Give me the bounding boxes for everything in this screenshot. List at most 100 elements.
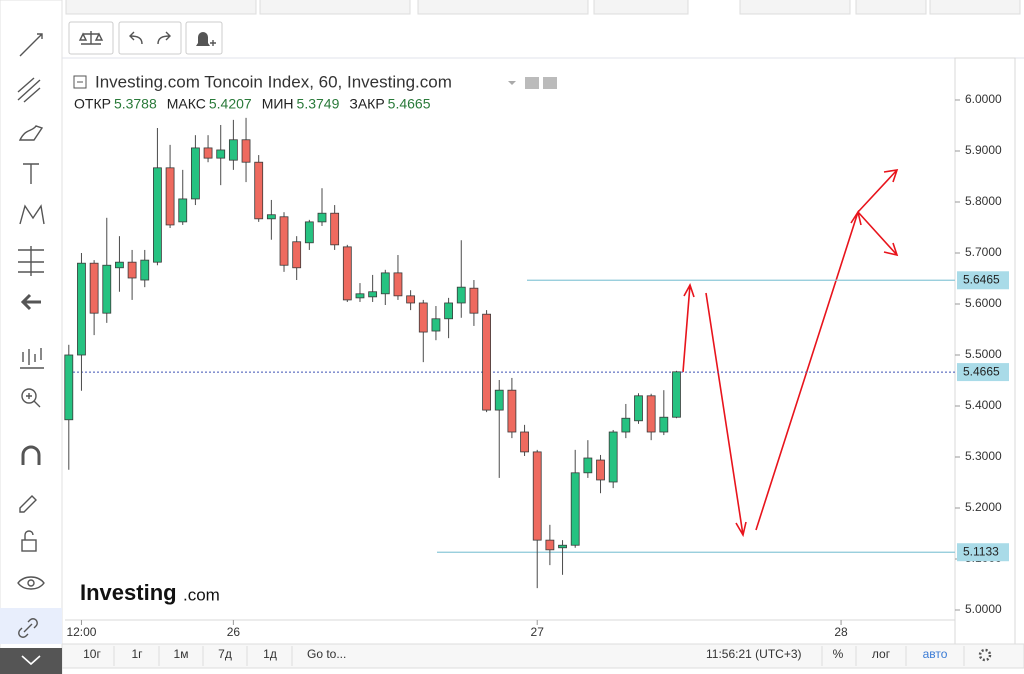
candle-body — [634, 395, 643, 422]
brush-tool[interactable] — [18, 125, 44, 141]
goto-button[interactable]: Go to... — [307, 647, 346, 661]
logo-suffix: .com — [183, 585, 220, 604]
chart-title: Investing.com Toncoin Index, 60, Investi… — [95, 72, 452, 91]
pattern-tool[interactable] — [19, 204, 45, 225]
candle-body — [545, 539, 555, 551]
range-button[interactable]: 1м — [174, 647, 189, 661]
candle-body — [482, 313, 491, 411]
candle-body — [406, 295, 416, 304]
x-tick-label: 12:00 — [66, 625, 96, 639]
text-tool[interactable] — [23, 163, 39, 184]
y-tick-label: 5.8000 — [965, 194, 1002, 208]
candle-body — [596, 459, 605, 481]
collapse-button[interactable] — [0, 648, 62, 674]
x-tick-label: 27 — [531, 625, 545, 639]
price-line-label-bg — [957, 543, 1009, 562]
candle-body — [393, 272, 403, 297]
lock-drawing-tool[interactable] — [19, 495, 37, 513]
indicator-tool[interactable] — [20, 348, 44, 369]
candle-body — [583, 457, 593, 474]
candle-body — [659, 416, 669, 433]
candle-body — [330, 212, 340, 246]
y-tick-label: 5.3000 — [965, 449, 1002, 463]
candle-body — [431, 318, 441, 332]
fib-tool[interactable] — [17, 77, 41, 103]
prediction-tool[interactable] — [18, 246, 44, 276]
range-button[interactable]: 7д — [218, 647, 232, 661]
title-menu[interactable] — [508, 81, 516, 85]
logo-name: Investing — [80, 580, 177, 605]
drawn-arrows — [682, 169, 899, 538]
candle-body — [507, 389, 517, 433]
candle-body — [621, 417, 631, 433]
ohlc-legend: ОТКР 5.3788 МАКС 5.4207 МИН 5.3749 ЗАКР 5.4665 — [74, 96, 431, 112]
back-arrow[interactable] — [20, 293, 41, 311]
candle-body — [140, 259, 150, 281]
candle-body — [469, 287, 479, 314]
candle-body — [418, 302, 428, 333]
ohlc-label: ЗАКР — [349, 96, 384, 112]
y-tick-label: 5.9000 — [965, 143, 1002, 157]
zoom-tool[interactable] — [21, 388, 37, 404]
candle-body — [228, 139, 238, 161]
candle-body — [355, 293, 365, 299]
collapse-legend[interactable] — [73, 75, 87, 89]
candle-body — [216, 149, 226, 159]
top-strip — [65, 0, 1021, 15]
y-tick-label: 5.4000 — [965, 398, 1002, 412]
candle-body — [608, 431, 618, 483]
candle-body — [64, 354, 74, 421]
ohlc-label: ОТКР — [74, 96, 111, 112]
percent-toggle[interactable]: % — [833, 647, 844, 661]
y-tick-label: 6.0000 — [965, 92, 1002, 106]
candle-body — [304, 221, 314, 244]
unlock-tool[interactable] — [21, 539, 37, 552]
arrow-branch-up — [857, 169, 899, 213]
candle-body — [646, 395, 656, 433]
compare-icon — [78, 31, 104, 45]
y-tick-label: 5.2000 — [965, 500, 1002, 514]
log-toggle[interactable]: лог — [872, 647, 891, 661]
price-line-label: 5.6465 — [963, 272, 1000, 286]
trend-line-tool[interactable] — [19, 33, 43, 57]
y-tick-label: 5.0000 — [965, 602, 1002, 616]
candle-body — [127, 261, 137, 279]
ohlc-label: МИН — [262, 96, 294, 112]
arrow-down — [705, 292, 747, 538]
candle-body — [380, 272, 390, 295]
candle-body — [444, 302, 453, 320]
arrow-branch-down — [857, 211, 899, 257]
candle-body — [241, 139, 251, 163]
candle-body — [456, 286, 466, 304]
y-tick-label: 5.6000 — [965, 296, 1002, 310]
candle-body — [165, 167, 175, 226]
candle-body — [77, 262, 86, 356]
visibility-button[interactable] — [525, 77, 539, 89]
candle-body — [317, 212, 327, 223]
ohlc-value: 5.4665 — [388, 96, 431, 112]
visibility-tool[interactable] — [17, 576, 45, 590]
ohlc-value: 5.3788 — [114, 96, 157, 112]
range-button[interactable]: 1г — [131, 647, 143, 661]
range-button[interactable]: 1д — [263, 647, 277, 661]
candle-body — [292, 241, 302, 269]
link-tool[interactable] — [18, 618, 38, 638]
candle-body — [254, 161, 264, 220]
drawing-tools — [17, 33, 45, 590]
magnet-tool[interactable] — [21, 445, 41, 465]
x-tick-label: 26 — [227, 625, 241, 639]
settings-gear[interactable] — [978, 648, 992, 662]
link-tool-bg — [0, 608, 62, 644]
clock: 11:56:21 (UTC+3) — [706, 647, 802, 661]
ohlc-label: МАКС — [167, 96, 206, 112]
settings-button[interactable] — [543, 77, 557, 89]
undo-icon — [129, 31, 143, 45]
candle-body — [368, 291, 378, 298]
undo-redo-button[interactable] — [118, 21, 182, 55]
range-button[interactable]: 10г — [83, 647, 101, 661]
auto-toggle[interactable]: авто — [923, 647, 948, 661]
candle-body — [570, 472, 580, 546]
